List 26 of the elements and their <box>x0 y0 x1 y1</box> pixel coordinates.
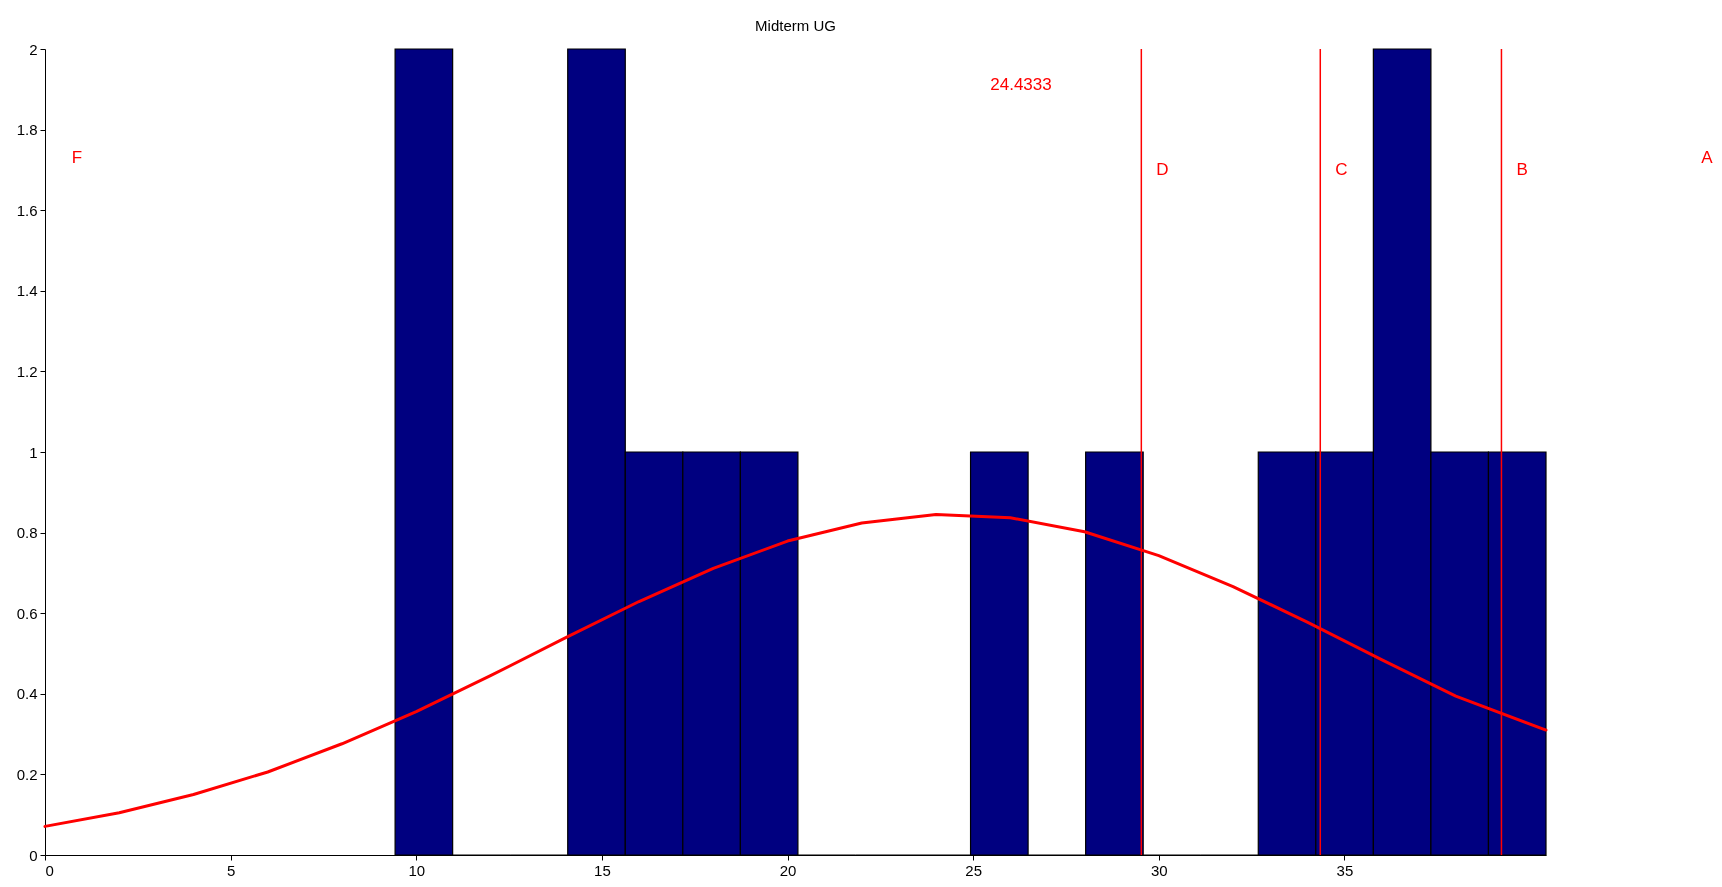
annotation: 24.4333 <box>990 75 1052 95</box>
y-tick-label: 1.2 <box>16 362 38 380</box>
y-tick-label: 1 <box>29 443 38 461</box>
y-tick-label: 0.6 <box>16 604 38 622</box>
annotation: F <box>71 147 83 167</box>
ref-line-label: C <box>1335 159 1348 179</box>
text: A <box>1701 147 1714 167</box>
y-tick-label: 2 <box>29 40 38 58</box>
ref-line-label: B <box>1516 159 1528 179</box>
x-tick-label: 0 <box>45 861 54 879</box>
x-tick-label: 15 <box>594 861 611 879</box>
y-tick-label: 1.6 <box>16 201 38 219</box>
chart-title: Midterm UG <box>755 17 836 34</box>
x-tick-label: 5 <box>226 861 236 879</box>
x-tick-label: 10 <box>408 861 426 879</box>
x-tick-label: 35 <box>1336 861 1354 879</box>
x-tick-label: 30 <box>1150 861 1168 879</box>
y-tick-label: 0.8 <box>16 524 38 542</box>
y-tick-label: 0.4 <box>16 685 38 703</box>
x-tick-label: 25 <box>965 861 982 879</box>
x-tick-label: 20 <box>779 861 797 879</box>
y-tick-label: 1.4 <box>16 282 38 300</box>
ref-line-label: D <box>1156 159 1169 179</box>
y-tick-label: 0 <box>29 846 38 864</box>
y-tick-label: 0.2 <box>16 765 38 783</box>
y-tick-label: 1.8 <box>16 121 38 139</box>
